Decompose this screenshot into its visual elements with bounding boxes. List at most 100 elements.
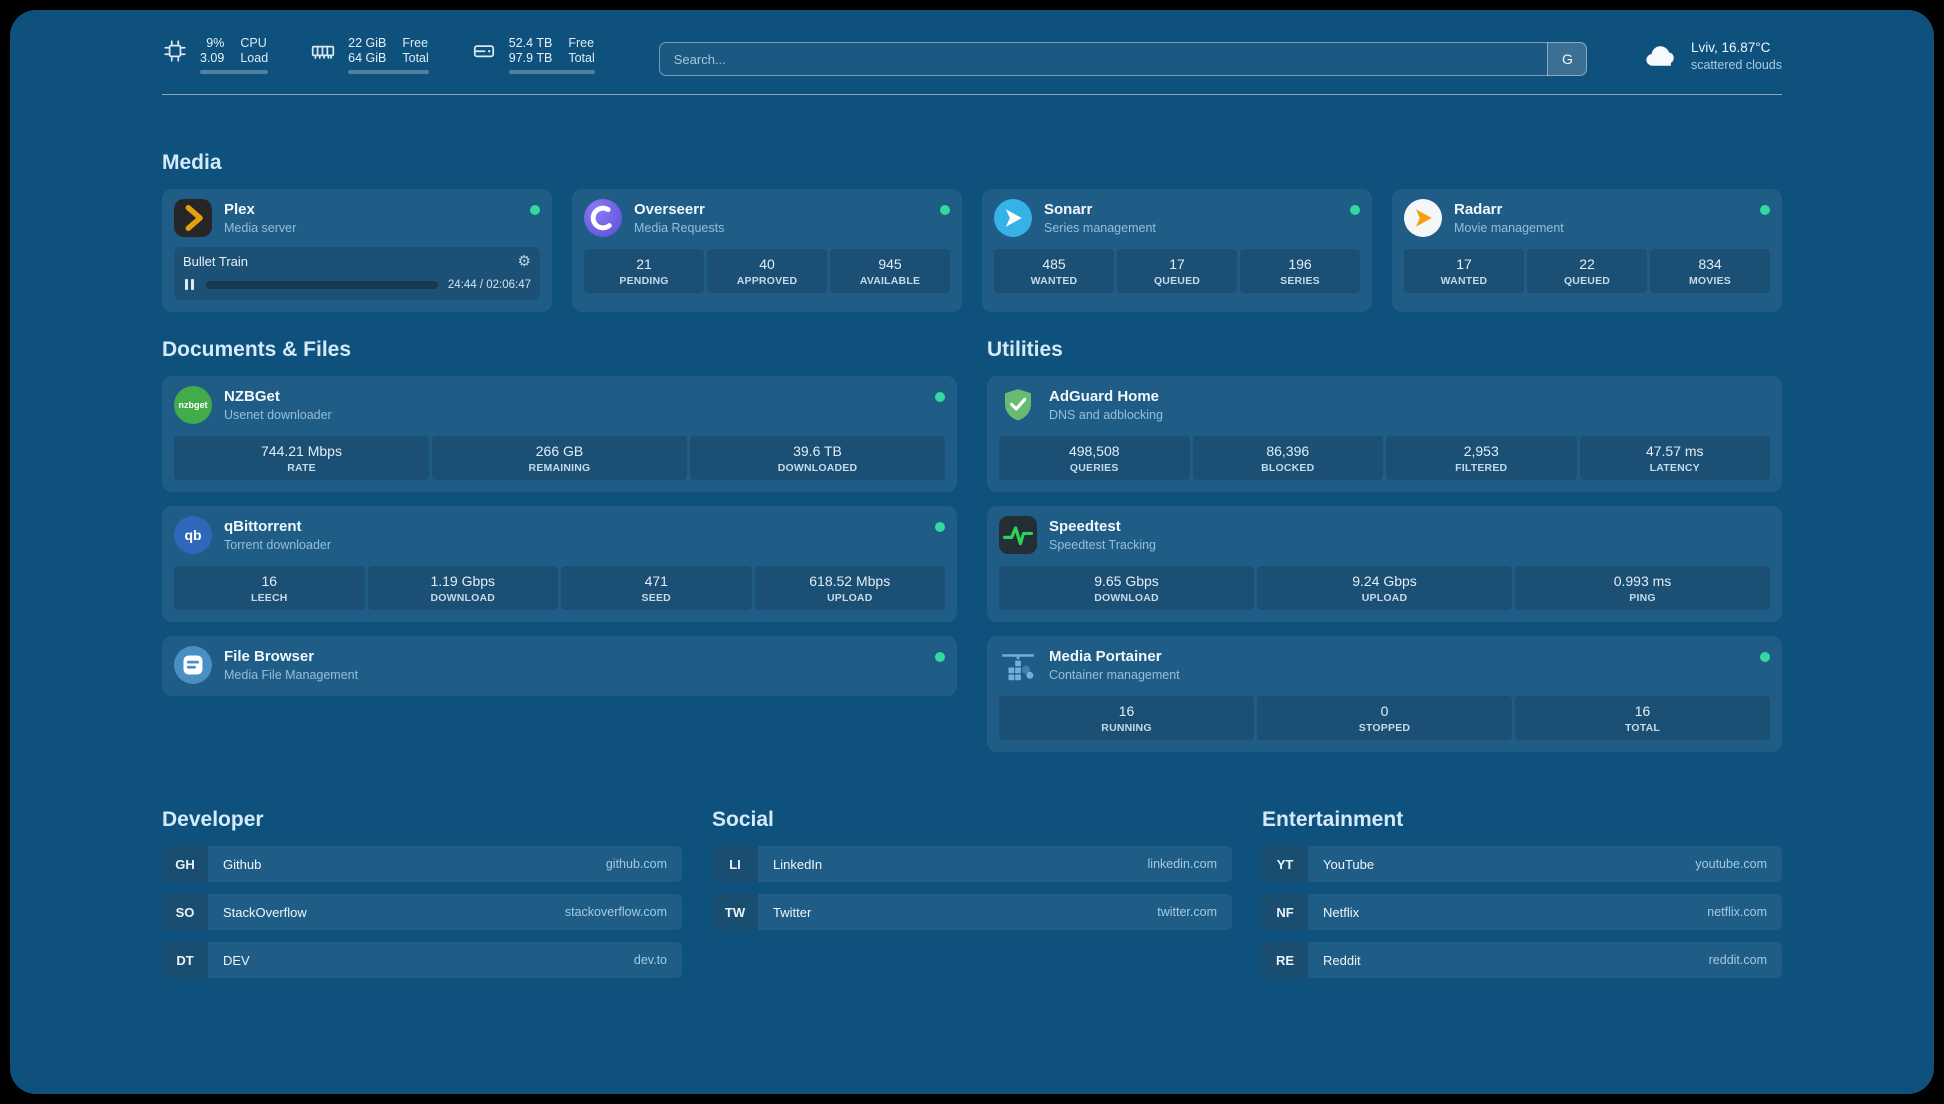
adguard-stats: 498,508 QUERIES 86,396 BLOCKED 2,953 FIL…	[999, 436, 1770, 480]
portainer-card: Media Portainer Container management 16 …	[987, 636, 1782, 752]
bookmarks-social: Social LI LinkedIn linkedin.com TW Twitt…	[712, 808, 1232, 978]
stat-value: 9.65 Gbps	[1094, 573, 1159, 589]
stat-label: APPROVED	[736, 275, 798, 287]
memory-total-value: 64 GiB	[348, 51, 387, 65]
overseerr-stats: 21 PENDING 40 APPROVED 945 AVAILABLE	[584, 249, 950, 293]
service-description: Media Requests	[634, 221, 725, 235]
sonarr-service-link[interactable]: Sonarr Series management	[994, 199, 1360, 237]
speedtest-service-link[interactable]: Speedtest Speedtest Tracking	[999, 516, 1770, 554]
stat-label: LEECH	[250, 592, 288, 604]
stat-value: 16	[1634, 703, 1651, 719]
bookmark-youtube[interactable]: YT YouTube youtube.com	[1262, 846, 1782, 882]
radarr-card: Radarr Movie management 17 WANTED 22 QUE…	[1392, 189, 1782, 312]
service-name: Speedtest	[1049, 518, 1121, 535]
stat-label: PENDING	[619, 275, 669, 287]
plex-service-link[interactable]: Plex Media server	[174, 199, 540, 237]
stat-running: 16 RUNNING	[999, 696, 1254, 740]
bookmark-abbr: LI	[712, 846, 758, 882]
stat-available: 945 AVAILABLE	[830, 249, 950, 293]
stat-label: QUEUED	[1563, 275, 1611, 287]
stat-label: SEED	[641, 592, 671, 604]
bookmark-name: Netflix	[1323, 904, 1360, 920]
service-name: File Browser	[224, 648, 315, 665]
bookmark-abbr: SO	[162, 894, 208, 930]
stat-value: 471	[644, 573, 668, 589]
adguard-icon	[999, 386, 1037, 424]
cpu-label: CPU	[240, 36, 267, 50]
top-bar: 9% CPU 3.09 Load 22 GiB Free 64 GiB Tota…	[162, 36, 1782, 76]
bookmark-domain: dev.to	[633, 953, 667, 967]
stat-download: 1.19 Gbps DOWNLOAD	[367, 566, 558, 610]
stat-queued: 17 QUEUED	[1117, 249, 1237, 293]
sonarr-icon	[994, 199, 1032, 237]
section-title-social: Social	[712, 808, 774, 831]
bookmarks-developer: Developer GH Github github.com SO StackO…	[162, 808, 682, 978]
speedtest-stats: 9.65 Gbps DOWNLOAD 9.24 Gbps UPLOAD 0.99…	[999, 566, 1770, 610]
stat-label: DOWNLOAD	[1094, 592, 1159, 604]
stat-value: 618.52 Mbps	[809, 573, 891, 589]
stat-value: 16	[1118, 703, 1135, 719]
qbittorrent-service-link[interactable]: qb qBittorrent Torrent downloader	[174, 516, 945, 554]
sonarr-stats: 485 WANTED 17 QUEUED 196 SERIES	[994, 249, 1360, 293]
stat-pending: 21 PENDING	[584, 249, 704, 293]
stat-latency: 47.57 ms LATENCY	[1579, 436, 1770, 480]
bookmark-reddit[interactable]: RE Reddit reddit.com	[1262, 942, 1782, 978]
filebrowser-service-link[interactable]: File Browser Media File Management	[174, 646, 945, 684]
stat-label: LATENCY	[1649, 462, 1700, 474]
stat-label: PING	[1629, 592, 1656, 604]
section-title-entertainment: Entertainment	[1262, 808, 1404, 831]
radarr-service-link[interactable]: Radarr Movie management	[1404, 199, 1770, 237]
stat-label: TOTAL	[1624, 722, 1661, 734]
weather-condition: scattered clouds	[1690, 58, 1782, 72]
header-divider	[162, 94, 1782, 95]
stat-filtered: 2,953 FILTERED	[1386, 436, 1577, 480]
qbittorrent-icon: qb	[174, 516, 212, 554]
stat-label: RATE	[287, 462, 316, 474]
bookmark-domain: linkedin.com	[1147, 857, 1217, 871]
adguard-service-link[interactable]: AdGuard Home DNS and adblocking	[999, 386, 1770, 424]
bookmark-name: DEV	[223, 952, 250, 968]
speedtest-card: Speedtest Speedtest Tracking 9.65 Gbps D…	[987, 506, 1782, 622]
memory-free-value: 22 GiB	[348, 36, 387, 50]
memory-icon	[311, 45, 335, 59]
bookmark-linkedin[interactable]: LI LinkedIn linkedin.com	[712, 846, 1232, 882]
bookmark-domain: youtube.com	[1695, 857, 1767, 871]
bookmark-dev[interactable]: DT DEV dev.to	[162, 942, 682, 978]
utilities-column: Utilities AdGuard Home DNS and adblockin…	[987, 338, 1782, 752]
bookmark-abbr: GH	[162, 846, 208, 882]
overseerr-service-link[interactable]: Overseerr Media Requests	[584, 199, 950, 237]
bookmark-domain: twitter.com	[1157, 905, 1217, 919]
bookmark-stackoverflow[interactable]: SO StackOverflow stackoverflow.com	[162, 894, 682, 930]
nzbget-card: nzbget NZBGet Usenet downloader 744.21 M…	[162, 376, 957, 492]
bookmarks-entertainment: Entertainment YT YouTube youtube.com NF …	[1262, 808, 1782, 978]
service-description: Container management	[1049, 668, 1180, 682]
stat-label: UPLOAD	[1361, 592, 1408, 604]
cpu-usage-value: 9%	[206, 36, 225, 50]
nzbget-service-link[interactable]: nzbget NZBGet Usenet downloader	[174, 386, 945, 424]
bookmark-abbr: DT	[162, 942, 208, 978]
service-description: Torrent downloader	[224, 538, 332, 552]
disk-widget: 52.4 TB Free 97.9 TB Total	[471, 36, 595, 74]
bookmark-github[interactable]: GH Github github.com	[162, 846, 682, 882]
stat-value: 2,953	[1463, 443, 1499, 459]
pause-button[interactable]	[183, 278, 196, 291]
cpu-usage-bar	[200, 70, 269, 74]
stat-value: 17	[1456, 256, 1472, 272]
gear-icon[interactable]: ⚙	[517, 253, 531, 270]
weather-widget: Lviv, 16.87°C scattered clouds	[1643, 38, 1782, 74]
service-description: Movie management	[1454, 221, 1564, 235]
system-widgets: 9% CPU 3.09 Load 22 GiB Free 64 GiB Tota…	[162, 36, 595, 74]
bookmark-netflix[interactable]: NF Netflix netflix.com	[1262, 894, 1782, 930]
plex-now-playing: Bullet Train ⚙ 24:44 / 02:06:47	[174, 247, 540, 300]
qbittorrent-stats: 16 LEECH 1.19 Gbps DOWNLOAD 471 SEED	[174, 566, 945, 610]
disk-total-label: Total	[568, 51, 595, 65]
search-input[interactable]	[658, 42, 1587, 76]
bookmark-name: YouTube	[1323, 856, 1375, 872]
bookmark-twitter[interactable]: TW Twitter twitter.com	[712, 894, 1232, 930]
stat-series: 196 SERIES	[1240, 249, 1360, 293]
stat-label: DOWNLOADED	[777, 462, 858, 474]
portainer-service-link[interactable]: Media Portainer Container management	[999, 646, 1770, 684]
service-name: Overseerr	[634, 201, 705, 218]
search-provider-button[interactable]: G	[1546, 42, 1587, 76]
stat-value: 86,396	[1266, 443, 1310, 459]
